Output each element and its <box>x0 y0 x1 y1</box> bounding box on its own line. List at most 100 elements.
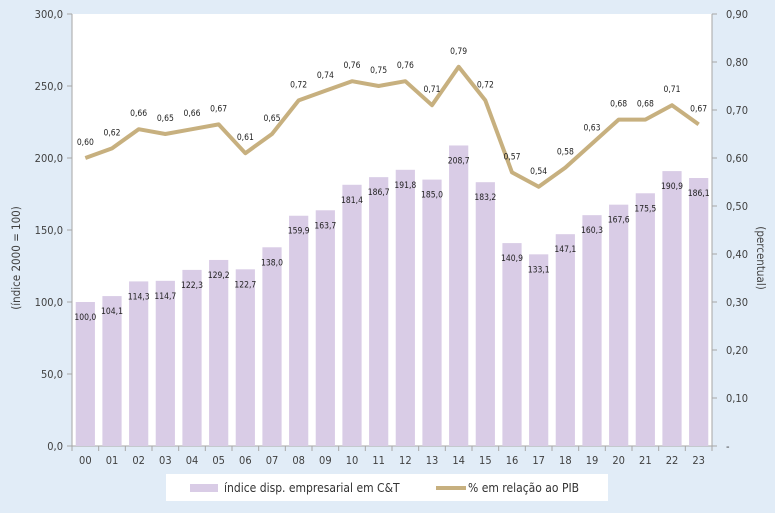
bar-value-label: 185,0 <box>421 191 443 201</box>
bar <box>342 185 361 446</box>
line-value-label: 0,65 <box>263 114 280 124</box>
x-tick-label: 13 <box>426 454 439 467</box>
bar <box>316 210 335 446</box>
bar-value-label: 122,7 <box>234 280 256 290</box>
bar-value-label: 160,3 <box>581 226 603 236</box>
y-tick-label: 50,0 <box>41 368 63 381</box>
y-axis-title: (índice 2000 = 100) <box>9 206 23 310</box>
x-tick-label: 18 <box>559 454 572 467</box>
bar-value-label: 147,1 <box>554 245 576 255</box>
y2-tick-label: 0,40 <box>726 248 748 261</box>
bar <box>102 296 121 446</box>
legend-bar-label: índice disp. empresarial em C&T <box>224 481 400 495</box>
y2-tick-label: 0,20 <box>726 344 748 357</box>
bar <box>689 178 708 446</box>
x-tick-label: 05 <box>212 454 225 467</box>
bar <box>236 269 255 446</box>
legend-bar-swatch <box>190 484 218 492</box>
bar-value-label: 129,2 <box>208 271 230 281</box>
y2-tick-label: 0,10 <box>726 392 748 405</box>
line-value-label: 0,67 <box>690 104 707 114</box>
bar <box>369 177 388 446</box>
x-tick-label: 20 <box>612 454 625 467</box>
line-value-label: 0,72 <box>290 80 307 90</box>
bar-value-label: 138,0 <box>261 258 283 268</box>
bar <box>182 270 201 446</box>
bar <box>502 243 521 446</box>
bar <box>529 254 548 446</box>
legend-line-label: % em relação ao PIB <box>468 481 579 495</box>
bar <box>449 145 468 446</box>
bar-value-label: 163,7 <box>314 221 336 231</box>
bar-value-label: 100,0 <box>74 313 96 323</box>
bar-value-label: 208,7 <box>448 156 470 166</box>
x-tick-label: 08 <box>292 454 305 467</box>
bar-value-label: 159,9 <box>288 227 310 237</box>
bar-value-label: 175,5 <box>634 204 656 214</box>
x-tick-label: 03 <box>159 454 172 467</box>
bar-value-label: 122,3 <box>181 281 203 291</box>
line-value-label: 0,79 <box>450 47 467 57</box>
line-value-label: 0,61 <box>237 133 254 143</box>
line-value-label: 0,66 <box>183 109 200 119</box>
x-tick-label: 19 <box>586 454 599 467</box>
legend: índice disp. empresarial em C&T % em rel… <box>166 474 608 501</box>
line-value-label: 0,57 <box>503 152 520 162</box>
y-tick-label: 250,0 <box>35 80 63 93</box>
x-tick-label: 12 <box>399 454 412 467</box>
x-tick-label: 23 <box>692 454 705 467</box>
line-value-label: 0,68 <box>637 100 654 110</box>
line-value-label: 0,67 <box>210 104 227 114</box>
line-value-label: 0,75 <box>370 66 387 76</box>
x-tick-label: 16 <box>506 454 519 467</box>
bar <box>262 247 281 446</box>
bar-value-label: 191,8 <box>394 181 416 191</box>
line-value-label: 0,71 <box>423 85 440 95</box>
bar <box>289 216 308 446</box>
bar-value-label: 114,7 <box>154 292 176 302</box>
x-tick-label: 11 <box>372 454 385 467</box>
line-value-label: 0,76 <box>397 61 414 71</box>
line-value-label: 0,54 <box>530 167 547 177</box>
line-value-label: 0,63 <box>583 124 600 134</box>
y2-tick-label: 0,80 <box>726 56 748 69</box>
bar <box>636 193 655 446</box>
x-tick-label: 15 <box>479 454 492 467</box>
x-tick-label: 06 <box>239 454 252 467</box>
line-value-label: 0,66 <box>130 109 147 119</box>
line-value-label: 0,74 <box>317 71 334 81</box>
line-value-label: 0,60 <box>77 138 94 148</box>
line-value-label: 0,65 <box>157 114 174 124</box>
x-tick-label: 02 <box>132 454 145 467</box>
y2-tick-label: 0,60 <box>726 152 748 165</box>
bar <box>582 215 601 446</box>
bar <box>156 281 175 446</box>
bar-value-label: 186,7 <box>368 188 390 198</box>
bar <box>76 302 95 446</box>
x-tick-label: 04 <box>186 454 199 467</box>
bar <box>396 170 415 446</box>
bar-value-label: 186,1 <box>688 189 710 199</box>
x-tick-label: 09 <box>319 454 332 467</box>
bar-value-label: 167,6 <box>608 216 630 226</box>
x-tick-label: 07 <box>266 454 279 467</box>
x-tick-label: 14 <box>452 454 465 467</box>
bar <box>129 281 148 446</box>
bar <box>476 182 495 446</box>
y2-tick-label: 0,70 <box>726 104 748 117</box>
y-tick-label: 0,0 <box>47 440 63 453</box>
y-tick-label: 150,0 <box>35 224 63 237</box>
bar-value-label: 140,9 <box>501 254 523 264</box>
y2-tick-label: 0,30 <box>726 296 748 309</box>
y2-tick-label: 0,90 <box>726 8 748 21</box>
x-tick-label: 21 <box>639 454 652 467</box>
x-tick-label: 22 <box>666 454 679 467</box>
x-tick-label: 00 <box>79 454 92 467</box>
bar <box>662 171 681 446</box>
bar <box>609 205 628 446</box>
x-tick-label: 17 <box>532 454 545 467</box>
y2-axis-title: (percentual) <box>754 226 768 289</box>
line-value-label: 0,72 <box>477 80 494 90</box>
